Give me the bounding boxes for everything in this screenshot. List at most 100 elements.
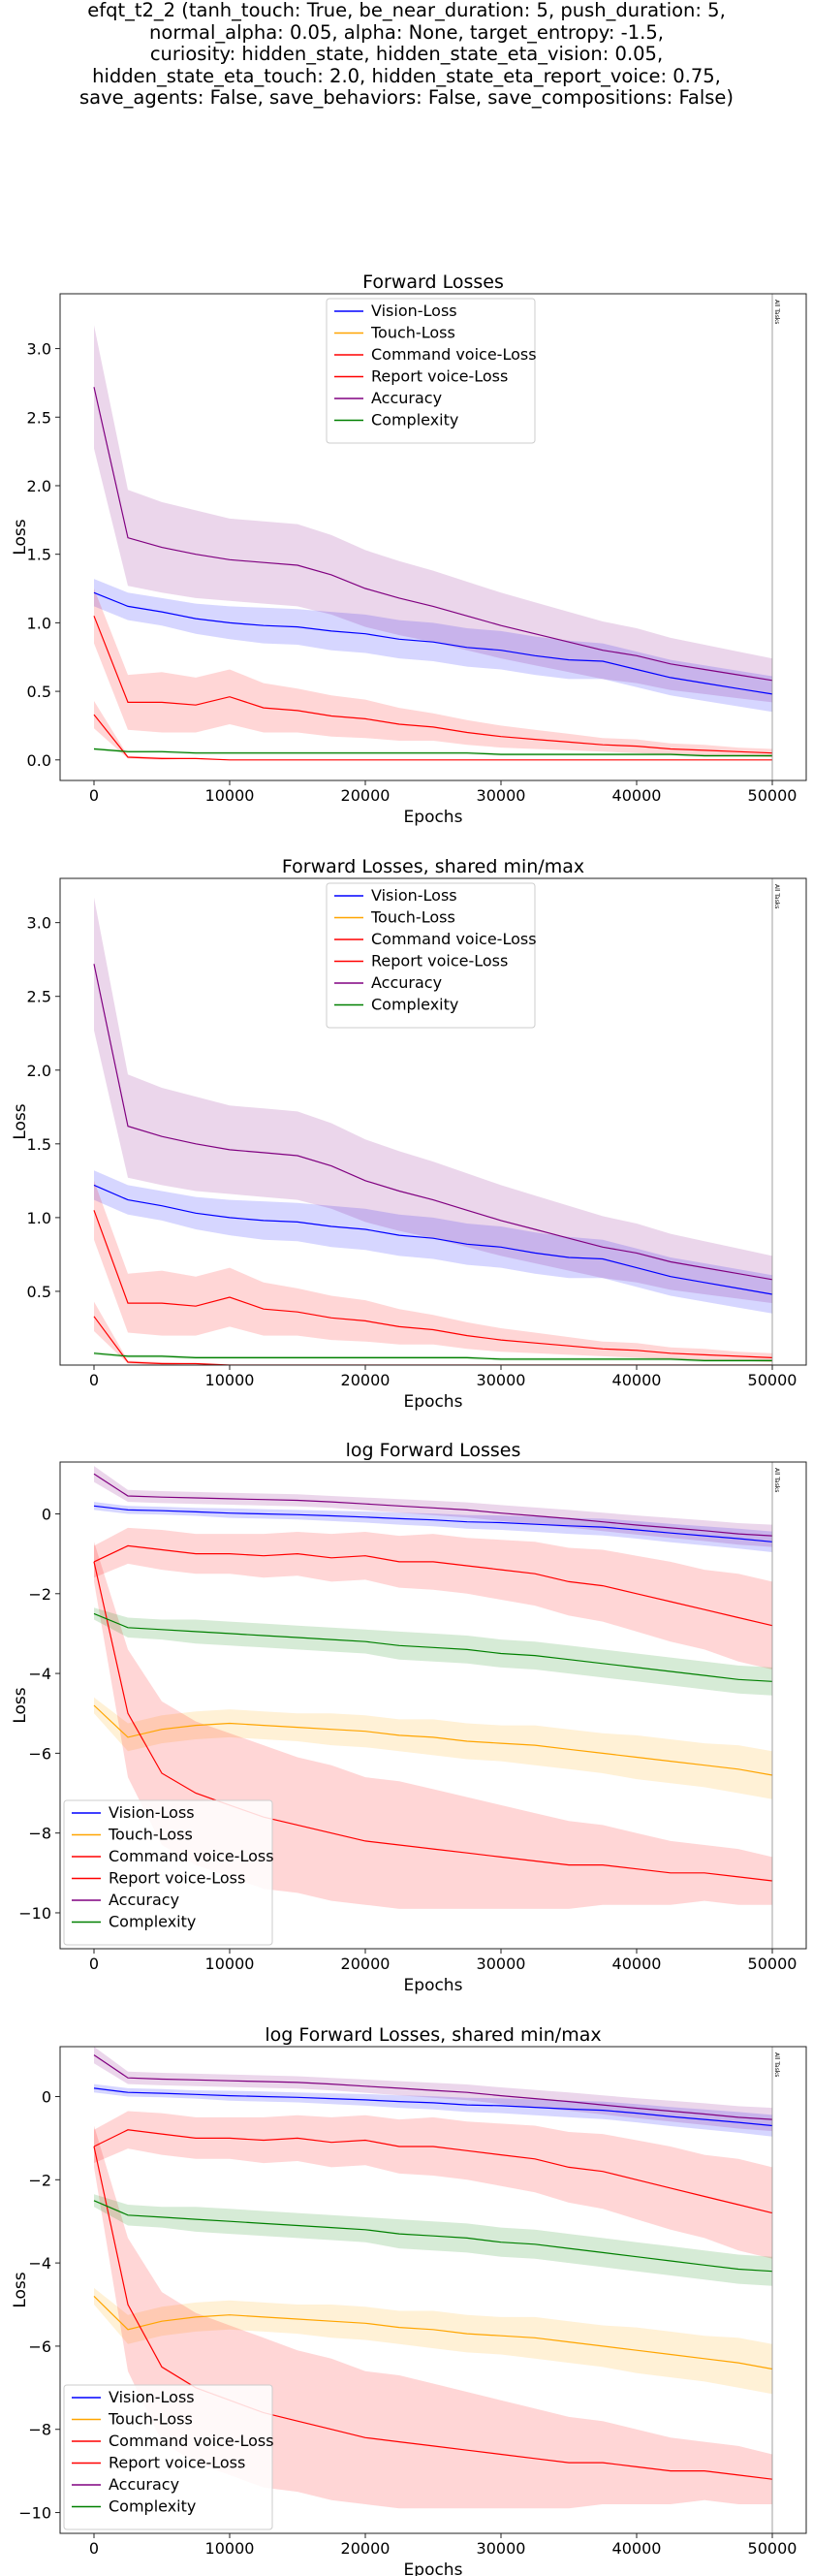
x-tick-label: 0 <box>89 786 99 805</box>
figure-title: efqt_t2_2 (tanh_touch: True, be_near_dur… <box>0 0 813 110</box>
plot-area <box>93 897 773 1365</box>
y-tick-label: −6 <box>28 1744 51 1763</box>
legend-label: Touch-Loss <box>108 1826 193 1844</box>
band-vision-loss <box>94 579 772 713</box>
x-tick-label: 20000 <box>341 1955 391 1973</box>
x-tick-label: 40000 <box>612 1371 662 1389</box>
legend: Vision-Loss Touch-Loss Command voice-Loss R… <box>63 2384 274 2530</box>
x-tick-label: 10000 <box>205 1371 255 1389</box>
legend-label: Vision-Loss <box>371 886 457 905</box>
x-tick-label: 10000 <box>205 786 255 805</box>
series-line-command-voice-loss <box>93 1544 773 1627</box>
y-axis-label: Loss <box>11 2272 30 2307</box>
band-complexity <box>94 1607 772 1696</box>
legend-frame <box>326 882 536 1029</box>
x-tick-label: 0 <box>89 2539 99 2558</box>
band-accuracy <box>94 897 772 1304</box>
legend: Vision-Loss Touch-Loss Command voice-Loss R… <box>326 298 537 444</box>
chart-title: Forward Losses, shared min/max <box>282 856 584 877</box>
plot-area <box>93 325 773 761</box>
chart-title: Forward Losses <box>362 271 504 293</box>
legend: Vision-Loss Touch-Loss Command voice-Loss R… <box>63 1799 274 1946</box>
series-line-complexity <box>93 1612 773 1682</box>
chart-panel-1: All Tasks 0 10000 20000 30000 40000 50000 0.0 0.… <box>11 271 807 827</box>
y-tick-label: 3.0 <box>27 914 51 933</box>
figure-title-line: curiosity: hidden_state, hidden_state_et… <box>149 43 664 65</box>
x-tick-label: 50000 <box>748 786 797 805</box>
x-axis-label: Epochs <box>404 2560 463 2576</box>
x-tick-label: 10000 <box>205 2539 255 2558</box>
x-tick-label: 30000 <box>477 786 526 805</box>
y-axis-label: Loss <box>11 1687 30 1723</box>
legend-label: Accuracy <box>109 1891 179 1909</box>
series-line-accuracy <box>93 964 773 1281</box>
x-tick-label: 0 <box>89 1955 99 1973</box>
plot-frame <box>59 877 807 1366</box>
y-axis-label: Loss <box>11 519 30 555</box>
band-touch-loss <box>94 1697 772 1799</box>
y-tick-label: 2.0 <box>27 1062 51 1080</box>
legend: Vision-Loss Touch-Loss Command voice-Loss R… <box>326 882 537 1029</box>
y-tick-label: 0.5 <box>27 683 51 701</box>
x-tick-label: 0 <box>89 1371 99 1389</box>
x-tick-label: 50000 <box>748 1371 797 1389</box>
all-tasks-label: All Tasks <box>773 300 780 324</box>
legend-frame <box>326 298 536 444</box>
legend-label: Vision-Loss <box>109 1803 195 1822</box>
y-axis-label: Loss <box>11 1103 30 1139</box>
y-tick-label: −8 <box>28 2421 51 2439</box>
x-tick-label: 20000 <box>341 1371 391 1389</box>
x-tick-label: 50000 <box>748 1955 797 1973</box>
series-line-complexity <box>93 747 772 757</box>
legend-label: Report voice-Loss <box>109 2454 245 2472</box>
band-touch-loss <box>94 2287 772 2395</box>
y-tick-label: 1.5 <box>27 546 51 564</box>
band-complexity <box>94 2194 772 2286</box>
series-line-touch-loss <box>93 1704 773 1776</box>
y-tick-label: −2 <box>28 2171 51 2189</box>
legend-label: Report voice-Loss <box>371 952 508 970</box>
legend-label: Touch-Loss <box>370 908 455 927</box>
legend-label: Touch-Loss <box>108 2410 193 2429</box>
x-tick-label: 30000 <box>477 2539 526 2558</box>
legend-label: Complexity <box>109 1913 196 1931</box>
chart-title: log Forward Losses <box>346 1440 521 1461</box>
x-axis-label: Epochs <box>404 1392 463 1412</box>
x-tick-label: 50000 <box>748 2539 797 2558</box>
y-tick-label: 1.0 <box>27 1209 51 1227</box>
series-line-vision-loss <box>93 2087 773 2127</box>
y-tick-label: −8 <box>28 1825 51 1843</box>
series-line-accuracy <box>93 1473 773 1537</box>
series-line-complexity <box>93 1352 772 1361</box>
y-tick-label: −2 <box>28 1585 51 1604</box>
legend-label: Command voice-Loss <box>109 2432 274 2450</box>
plot-frame <box>59 1461 807 1950</box>
y-tick-label: −6 <box>28 2337 51 2356</box>
legend-label: Vision-Loss <box>109 2388 195 2406</box>
y-tick-label: 2.5 <box>27 408 51 427</box>
legend-label: Command voice-Loss <box>109 1847 274 1865</box>
y-tick-label: 0 <box>42 2087 51 2106</box>
y-tick-label: −4 <box>28 2254 51 2273</box>
y-tick-label: 1.0 <box>27 614 51 632</box>
x-tick-label: 40000 <box>612 786 662 805</box>
y-tick-label: −10 <box>18 2504 51 2523</box>
series-line-complexity <box>93 2200 773 2273</box>
series-line-command-voice-loss <box>93 2129 773 2214</box>
y-tick-label: 0.5 <box>27 1283 51 1301</box>
series-line-report-voice-loss <box>93 1561 773 1882</box>
all-tasks-label: All Tasks <box>773 1468 780 1492</box>
series-line-vision-loss <box>93 1505 773 1542</box>
legend-label: Command voice-Loss <box>371 345 537 364</box>
legend-label: Accuracy <box>109 2475 179 2494</box>
legend-frame <box>63 2384 273 2530</box>
band-vision-loss <box>94 1170 772 1314</box>
y-tick-label: 2.5 <box>27 988 51 1006</box>
y-tick-label: 0.0 <box>27 751 51 770</box>
x-tick-label: 30000 <box>477 1371 526 1389</box>
band-command-voice-loss <box>94 1180 772 1362</box>
plot-frame <box>59 293 807 781</box>
legend-label: Report voice-Loss <box>371 367 508 386</box>
series-line-accuracy <box>93 387 773 682</box>
